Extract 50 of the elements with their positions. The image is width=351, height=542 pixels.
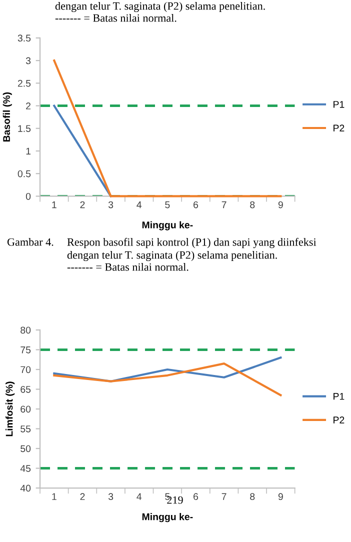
y-tick-label: 3.5 bbox=[18, 34, 31, 42]
x-tick-label: 4 bbox=[136, 201, 142, 208]
y-tick-label: 50 bbox=[20, 445, 31, 452]
text: Respon basofil sapi kontrol (P1) dan sapi yang diinfeksi bbox=[67, 238, 316, 248]
y-tick-label: 60 bbox=[20, 406, 31, 413]
line-series bbox=[53, 356, 282, 382]
legend-label: P1 bbox=[334, 101, 344, 108]
x-tick-label: 2 bbox=[80, 201, 85, 208]
x-tick-label: 9 bbox=[278, 493, 283, 500]
x-tick-label: 8 bbox=[250, 201, 255, 208]
y-tick-label: 0.5 bbox=[18, 170, 31, 178]
x-tick-label: 7 bbox=[222, 493, 226, 500]
x-tick-label: 6 bbox=[194, 493, 198, 500]
x-tick-label: 8 bbox=[250, 493, 255, 500]
y-tick-label: 70 bbox=[20, 366, 31, 374]
legend-label: P1 bbox=[334, 392, 344, 400]
y-tick-label: 40 bbox=[20, 484, 31, 492]
legend-label: P2 bbox=[334, 124, 344, 132]
x-axis-title: Minggu ke- bbox=[142, 221, 193, 230]
y-tick-label: 1.5 bbox=[18, 125, 31, 132]
text: dengan telur T. saginata (P2) selama penelitian. bbox=[67, 250, 277, 262]
x-tick-label: 5 bbox=[165, 201, 170, 208]
x-tick-label: 1 bbox=[52, 493, 56, 500]
x-tick-label: 3 bbox=[108, 493, 114, 500]
text: ------- = Batas nilai normal. bbox=[67, 262, 188, 271]
x-tick-label: 7 bbox=[222, 201, 226, 208]
y-tick-label: 45 bbox=[20, 465, 31, 472]
text: Gambar 4. bbox=[7, 238, 54, 246]
y-axis-title: Basofil (%) bbox=[2, 92, 12, 142]
x-tick-label: 2 bbox=[80, 493, 85, 500]
x-tick-label: 1 bbox=[52, 201, 56, 208]
y-tick-label: 55 bbox=[20, 426, 31, 432]
x-tick-label: 4 bbox=[136, 493, 142, 500]
x-axis-title: Minggu ke- bbox=[142, 513, 193, 522]
y-axis-title: Limfosit (%) bbox=[6, 382, 15, 436]
y-tick-label: 1 bbox=[26, 148, 31, 155]
y-tick-label: 2.5 bbox=[18, 80, 31, 87]
text: dengan telur T. saginata (P2) selama penelitian. bbox=[55, 2, 265, 12]
text: ------- = Batas nilai normal. bbox=[55, 14, 176, 22]
y-tick-label: 3 bbox=[26, 57, 31, 64]
x-tick-label: 6 bbox=[194, 201, 198, 208]
y-tick-label: 65 bbox=[20, 386, 31, 393]
x-tick-label: 3 bbox=[108, 201, 114, 208]
y-tick-label: 75 bbox=[20, 346, 31, 354]
legend-label: P2 bbox=[334, 416, 344, 424]
y-tick-label: 2 bbox=[26, 102, 30, 110]
y-tick-label: 80 bbox=[20, 326, 31, 334]
x-tick-label: 9 bbox=[278, 201, 283, 208]
line-series bbox=[53, 362, 282, 396]
y-tick-label: 0 bbox=[26, 192, 31, 200]
